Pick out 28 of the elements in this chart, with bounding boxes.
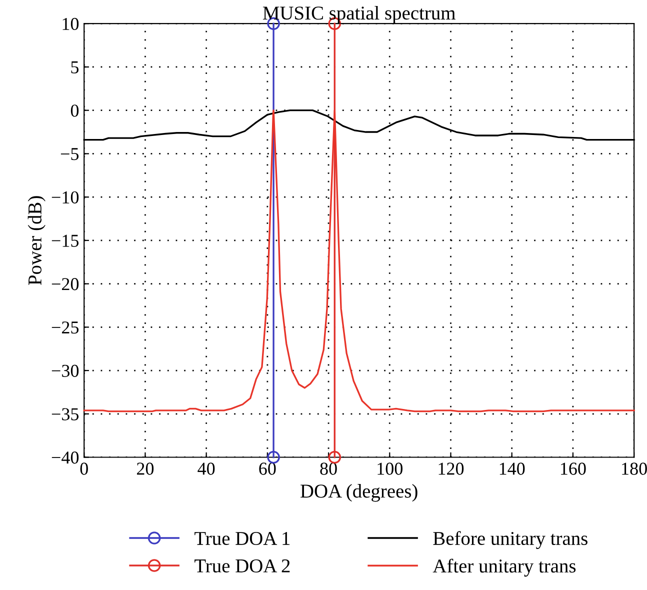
x-tick-label: 20 — [136, 462, 154, 475]
x-tick-label: 60 — [259, 462, 276, 475]
x-tick-label: 100 — [378, 462, 402, 475]
legend-label: True DOA 1 — [194, 532, 290, 546]
y-tick-label: −5 — [60, 148, 79, 160]
legend-label: After unitary trans — [432, 558, 576, 577]
x-tick-label: 160 — [561, 462, 586, 475]
y-tick-label: −40 — [52, 452, 79, 464]
y-tick-label: −15 — [52, 234, 79, 247]
x-tick-label: 0 — [80, 462, 88, 475]
legend-label: Before unitary trans — [433, 531, 588, 550]
x-tick-label: 140 — [500, 462, 525, 475]
x-tick-label: 180 — [622, 462, 647, 475]
y-tick-label: 10 — [62, 18, 79, 30]
y-tick-label: −20 — [52, 278, 79, 290]
x-tick-label: 80 — [320, 462, 337, 475]
x-tick-label: 40 — [198, 462, 215, 475]
legend-label: True DOA 2 — [194, 559, 290, 572]
chart-title: MUSIC spatial spectrum — [262, 6, 456, 24]
y-tick-label: −30 — [52, 364, 79, 377]
y-tick-label: 0 — [70, 104, 79, 117]
y-axis-title: Power (dB) — [28, 196, 46, 285]
y-tick-label: −10 — [52, 191, 79, 204]
x-axis-title: DOA (degrees) — [300, 484, 418, 502]
x-tick-label: 120 — [438, 462, 464, 475]
y-tick-label: 5 — [71, 61, 79, 74]
y-tick-label: −25 — [52, 321, 79, 334]
y-tick-label: −35 — [52, 408, 79, 420]
